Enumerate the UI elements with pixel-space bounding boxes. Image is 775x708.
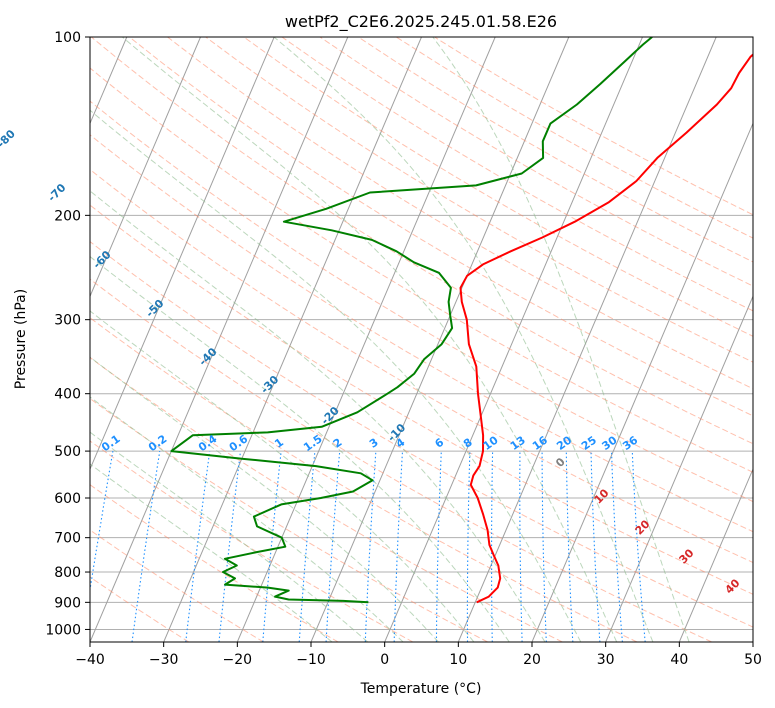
x-tick-label: 0 [380, 652, 389, 668]
y-tick-label: 100 [54, 30, 81, 46]
isotherm-gridline [384, 37, 643, 642]
plot-frame [89, 36, 754, 643]
isotherm-gridline [90, 37, 275, 471]
moist-adiabat [90, 255, 510, 642]
dry-adiabat [205, 37, 753, 363]
dewpoint-line [170, 37, 653, 604]
dry-adiabat [90, 317, 638, 642]
isotherm-gridline [605, 295, 753, 642]
y-tick-label: 200 [54, 208, 81, 224]
x-tick-label: 10 [449, 652, 467, 668]
x-axis-label: Temperature (°C) [360, 681, 482, 697]
dry-adiabat [90, 484, 339, 642]
temperature-line [459, 53, 753, 604]
x-tick-label: −40 [75, 652, 105, 668]
dry-adiabat [90, 168, 753, 564]
dry-adiabat [90, 134, 753, 533]
isotherm-gridline [678, 467, 753, 642]
y-tick-label: 400 [54, 387, 81, 403]
moist-adiabat [121, 37, 618, 642]
isotherm-gridline [90, 37, 201, 298]
dry-adiabat [90, 204, 753, 595]
moist-adiabat [90, 356, 439, 642]
mixing-ratio-line [218, 451, 242, 642]
y-tick-label: 600 [54, 491, 81, 507]
y-tick-label: 300 [54, 313, 81, 329]
plot-background [90, 37, 753, 642]
dry-adiabat [90, 241, 753, 628]
moist-adiabat [90, 190, 546, 642]
moist-adiabat [432, 37, 690, 642]
moist-adiabat [90, 109, 582, 642]
isotherm-gridline [457, 37, 717, 642]
isotherm-gridline [236, 37, 496, 642]
isotherm-gridline [163, 37, 422, 642]
dry-adiabat [129, 37, 753, 417]
y-tick-label: 500 [54, 444, 81, 460]
dry-adiabat [90, 576, 190, 642]
isotherm-gridline [752, 640, 753, 642]
isotherm-gridline [90, 37, 349, 642]
y-tick-label: 700 [54, 531, 81, 547]
mixing-ratio-line [185, 451, 211, 642]
x-tick-label: −10 [296, 652, 326, 668]
x-axis-ticks: −40 −30 −20 −10 0 10 20 30 40 50 [75, 642, 762, 668]
mixing-ratio-line [631, 451, 646, 642]
x-tick-label: 20 [523, 652, 541, 668]
x-tick-label: 50 [744, 652, 762, 668]
dry-adiabat [90, 67, 753, 473]
x-tick-label: −20 [223, 652, 253, 668]
y-tick-label: 1000 [45, 622, 81, 638]
x-tick-label: 40 [670, 652, 688, 668]
mixing-ratio-line [298, 451, 316, 642]
moist-adiabat [273, 37, 654, 642]
y-axis-label: Pressure (hPa) [13, 289, 29, 389]
grid-layer [90, 37, 753, 642]
x-tick-label: 30 [597, 652, 615, 668]
profile-lines [170, 37, 753, 604]
y-tick-label: 800 [54, 565, 81, 581]
isotherm-label: -70 [45, 181, 68, 204]
isotherm-gridline [531, 122, 753, 642]
y-tick-label: 900 [54, 595, 81, 611]
mixing-ratio-line [262, 451, 282, 642]
y-axis-ticks: 100 200 300 400 500 600 700 800 900 1000 [45, 30, 90, 638]
dry-adiabat [281, 37, 753, 312]
dry-adiabat [90, 397, 488, 642]
moist-adiabat [90, 431, 369, 642]
moist-adiabat [90, 396, 404, 642]
chart-title: wetPf2_C2E6.2025.245.01.58.E26 [285, 12, 557, 32]
x-tick-label: −30 [149, 652, 179, 668]
moist-adiabat [90, 463, 333, 642]
isotherm-label: -80 [0, 127, 18, 150]
mixing-ratio-line [90, 451, 114, 594]
mixing-ratio-line [131, 451, 161, 642]
